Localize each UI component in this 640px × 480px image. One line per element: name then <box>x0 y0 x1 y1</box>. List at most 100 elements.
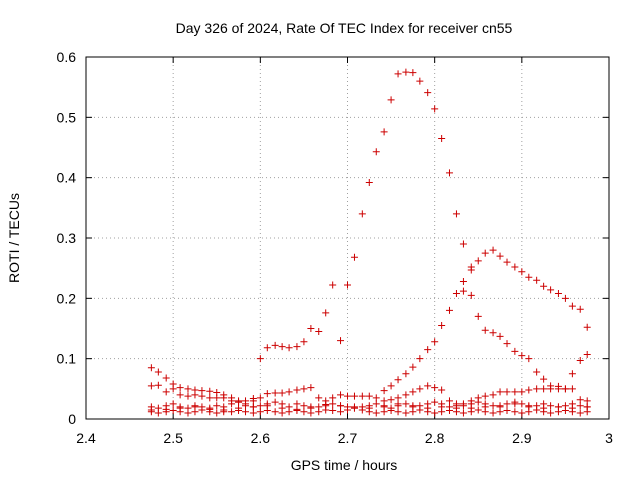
data-point <box>278 343 286 351</box>
series-sat-i <box>147 400 591 414</box>
data-point <box>307 325 315 332</box>
data-point <box>198 406 206 414</box>
data-point <box>518 388 526 396</box>
series-sat-d <box>380 246 591 395</box>
data-point <box>358 392 366 400</box>
data-point <box>496 332 504 340</box>
data-point <box>511 408 519 416</box>
data-point <box>424 404 432 412</box>
data-point <box>278 404 286 412</box>
data-point <box>256 394 264 402</box>
data-point <box>213 402 221 410</box>
series-sat-h <box>147 404 591 417</box>
data-point <box>344 406 351 414</box>
data-point <box>380 387 388 395</box>
data-point <box>387 382 395 390</box>
data-point <box>176 391 184 399</box>
data-point <box>147 406 155 414</box>
data-point <box>409 363 417 371</box>
data-point <box>511 400 519 408</box>
data-point <box>496 252 504 260</box>
data-point <box>358 406 366 414</box>
data-point <box>445 407 453 415</box>
data-point <box>184 409 192 417</box>
data-point <box>452 210 460 218</box>
data-point <box>474 257 482 265</box>
y-tick-label: 0 <box>68 411 76 427</box>
data-point <box>387 407 395 415</box>
data-point <box>402 391 410 399</box>
data-points <box>147 68 591 417</box>
data-point <box>176 384 184 392</box>
data-point <box>459 240 467 248</box>
data-point <box>459 287 467 295</box>
x-tick-label: 2.7 <box>338 430 358 446</box>
data-point <box>256 402 264 410</box>
data-point <box>547 286 555 294</box>
data-point <box>372 148 380 156</box>
y-axis-label: ROTI / TECUs <box>6 193 22 283</box>
data-point <box>162 388 170 396</box>
data-point <box>489 391 497 399</box>
data-point <box>489 246 497 254</box>
data-point <box>307 384 315 392</box>
data-point <box>431 409 439 417</box>
data-point <box>576 305 584 313</box>
data-point <box>162 405 170 413</box>
data-point <box>561 407 569 415</box>
data-point <box>445 169 453 177</box>
data-point <box>511 263 519 271</box>
data-point <box>503 400 511 408</box>
data-point <box>191 403 199 411</box>
data-point <box>337 391 345 399</box>
data-point <box>184 392 192 400</box>
x-tick-label: 2.9 <box>512 430 532 446</box>
data-point <box>263 344 271 352</box>
data-point <box>271 389 279 397</box>
y-tick-label: 0.1 <box>57 351 77 367</box>
data-point <box>337 337 345 345</box>
data-point <box>554 403 562 411</box>
data-point <box>474 398 482 406</box>
data-point <box>576 396 584 404</box>
data-point <box>547 402 555 410</box>
data-point <box>213 394 221 402</box>
data-point <box>438 386 446 394</box>
data-point <box>350 403 358 411</box>
data-point <box>518 400 526 408</box>
data-point <box>350 392 358 400</box>
data-point <box>285 344 293 352</box>
data-point <box>372 409 380 417</box>
data-point <box>169 400 177 408</box>
series-sat-b <box>147 355 264 405</box>
data-point <box>350 253 358 261</box>
data-point <box>220 406 228 414</box>
data-point <box>554 290 562 298</box>
data-point <box>206 387 214 395</box>
x-tick-label: 3 <box>605 430 613 446</box>
data-point <box>576 402 584 410</box>
data-point <box>496 402 504 410</box>
y-tick-label: 0.3 <box>57 230 77 246</box>
data-point <box>380 128 388 136</box>
data-point <box>162 374 170 382</box>
data-point <box>452 290 460 298</box>
data-point <box>459 277 467 285</box>
data-point <box>511 388 519 396</box>
data-point <box>147 364 155 372</box>
data-point <box>198 392 206 400</box>
x-tick-label: 2.6 <box>251 430 271 446</box>
data-point <box>547 385 555 393</box>
data-point <box>293 343 301 351</box>
data-point <box>467 266 475 274</box>
data-point <box>452 408 460 416</box>
data-point <box>533 385 541 393</box>
data-point <box>271 408 279 416</box>
data-point <box>300 338 308 346</box>
data-point <box>322 401 330 409</box>
data-point <box>496 388 504 396</box>
data-point <box>438 134 446 142</box>
data-point <box>525 408 533 416</box>
x-tick-label: 2.8 <box>425 430 445 446</box>
